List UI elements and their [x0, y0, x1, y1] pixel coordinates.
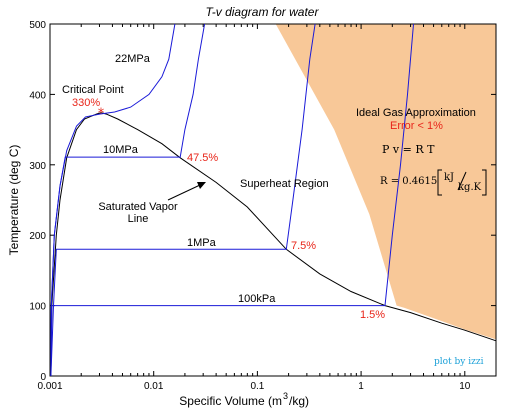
ideal-gas-region-layer — [275, 24, 496, 340]
x-axis-label-superscript: 3 — [283, 391, 288, 401]
isobar-label-10mpa: 10MPa — [103, 144, 139, 156]
y-tick-label: 400 — [29, 90, 46, 101]
error-label-10mpa: 47.5% — [187, 152, 218, 164]
error-label-100kpa: 1.5% — [360, 309, 385, 321]
ideal-gas-equation: P v = R T — [382, 143, 435, 156]
isobar-line-100kpa — [50, 23, 414, 377]
superheat-region-label: Superheat Region — [240, 178, 329, 190]
gas-constant-bracket-right — [482, 169, 487, 196]
x-tick-label: 1 — [358, 381, 364, 392]
critical-point-error: 330% — [72, 97, 100, 109]
ideal-gas-error: Error < 1% — [390, 120, 443, 132]
isobar-label-1mpa: 1MPa — [187, 237, 217, 249]
isobar-line-10mpa — [50, 23, 206, 377]
saturated-vapor-arrowhead — [197, 182, 206, 189]
x-tick-label: 0.01 — [144, 381, 164, 392]
gas-constant-bracket-left — [437, 169, 442, 196]
y-tick-label: 100 — [29, 302, 46, 313]
x-axis-label-tail: /kg) — [289, 394, 309, 408]
x-tick-label: 0.1 — [250, 381, 264, 392]
isobar-label-22mpa: 22MPa — [115, 53, 151, 65]
chart-title: T-v diagram for water — [206, 5, 320, 19]
plot-credit: plot by izzi — [434, 357, 484, 367]
curves-layer: * — [50, 23, 497, 377]
y-tick-label: 200 — [29, 231, 46, 242]
critical-point-marker: * — [98, 107, 105, 122]
critical-point-label: Critical Point — [62, 84, 124, 96]
gas-constant-value: R = 0.4615 — [380, 176, 437, 187]
y-axis-label: Temperature (deg C) — [7, 145, 21, 256]
x-tick-label: 10 — [459, 381, 471, 392]
saturated-vapor-arrow — [167, 184, 201, 201]
saturated-vapor-label-line2: Line — [128, 213, 149, 225]
isobar-label-100kpa: 100kPa — [238, 293, 276, 305]
error-label-1mpa: 7.5% — [291, 240, 316, 252]
y-tick-label: 0 — [40, 372, 46, 383]
saturated-vapor-label-line1: Saturated Vapor — [98, 201, 178, 213]
x-axis-label: Specific Volume (m — [179, 394, 282, 408]
plot-frame — [49, 23, 497, 377]
ideal-gas-region — [275, 24, 496, 340]
saturation-dome-line — [50, 112, 497, 377]
ideal-gas-title: Ideal Gas Approximation — [356, 107, 476, 119]
gas-constant-unit-slash — [457, 171, 467, 191]
isobar-line-1mpa — [50, 23, 316, 377]
y-tick-label: 300 — [29, 161, 46, 172]
y-tick-label: 500 — [29, 20, 46, 31]
x-tick-label: 0.001 — [37, 381, 62, 392]
gas-constant-unit-denominator: kg.K — [458, 182, 482, 193]
isobar-line-22mpa — [50, 23, 176, 376]
gas-constant-unit-numerator: kJ — [444, 172, 454, 183]
